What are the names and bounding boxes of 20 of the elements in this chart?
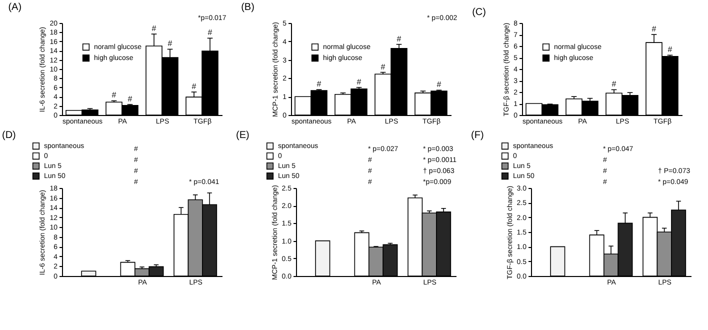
chart-title: (B) (241, 2, 254, 13)
data-label: # (208, 28, 213, 38)
data-label: # (192, 82, 197, 91)
data-label: # (436, 80, 442, 90)
data-label: # (380, 62, 386, 72)
data-label: # (152, 24, 157, 34)
chart-title: (E) (236, 130, 250, 141)
data-label: # (652, 24, 657, 34)
data-label: # (112, 90, 117, 100)
chart-title: (C) (472, 7, 486, 18)
data-label: # (668, 45, 673, 54)
data-label: # (396, 34, 402, 44)
data-label: # (168, 39, 173, 48)
data-label: # (612, 80, 617, 89)
data-label: # (356, 77, 362, 86)
chart-title: (A) (8, 2, 22, 13)
data-label: # (316, 80, 322, 89)
data-label: # (128, 94, 133, 104)
chart-title: (D) (2, 130, 16, 141)
chart-title: (F) (471, 130, 484, 141)
